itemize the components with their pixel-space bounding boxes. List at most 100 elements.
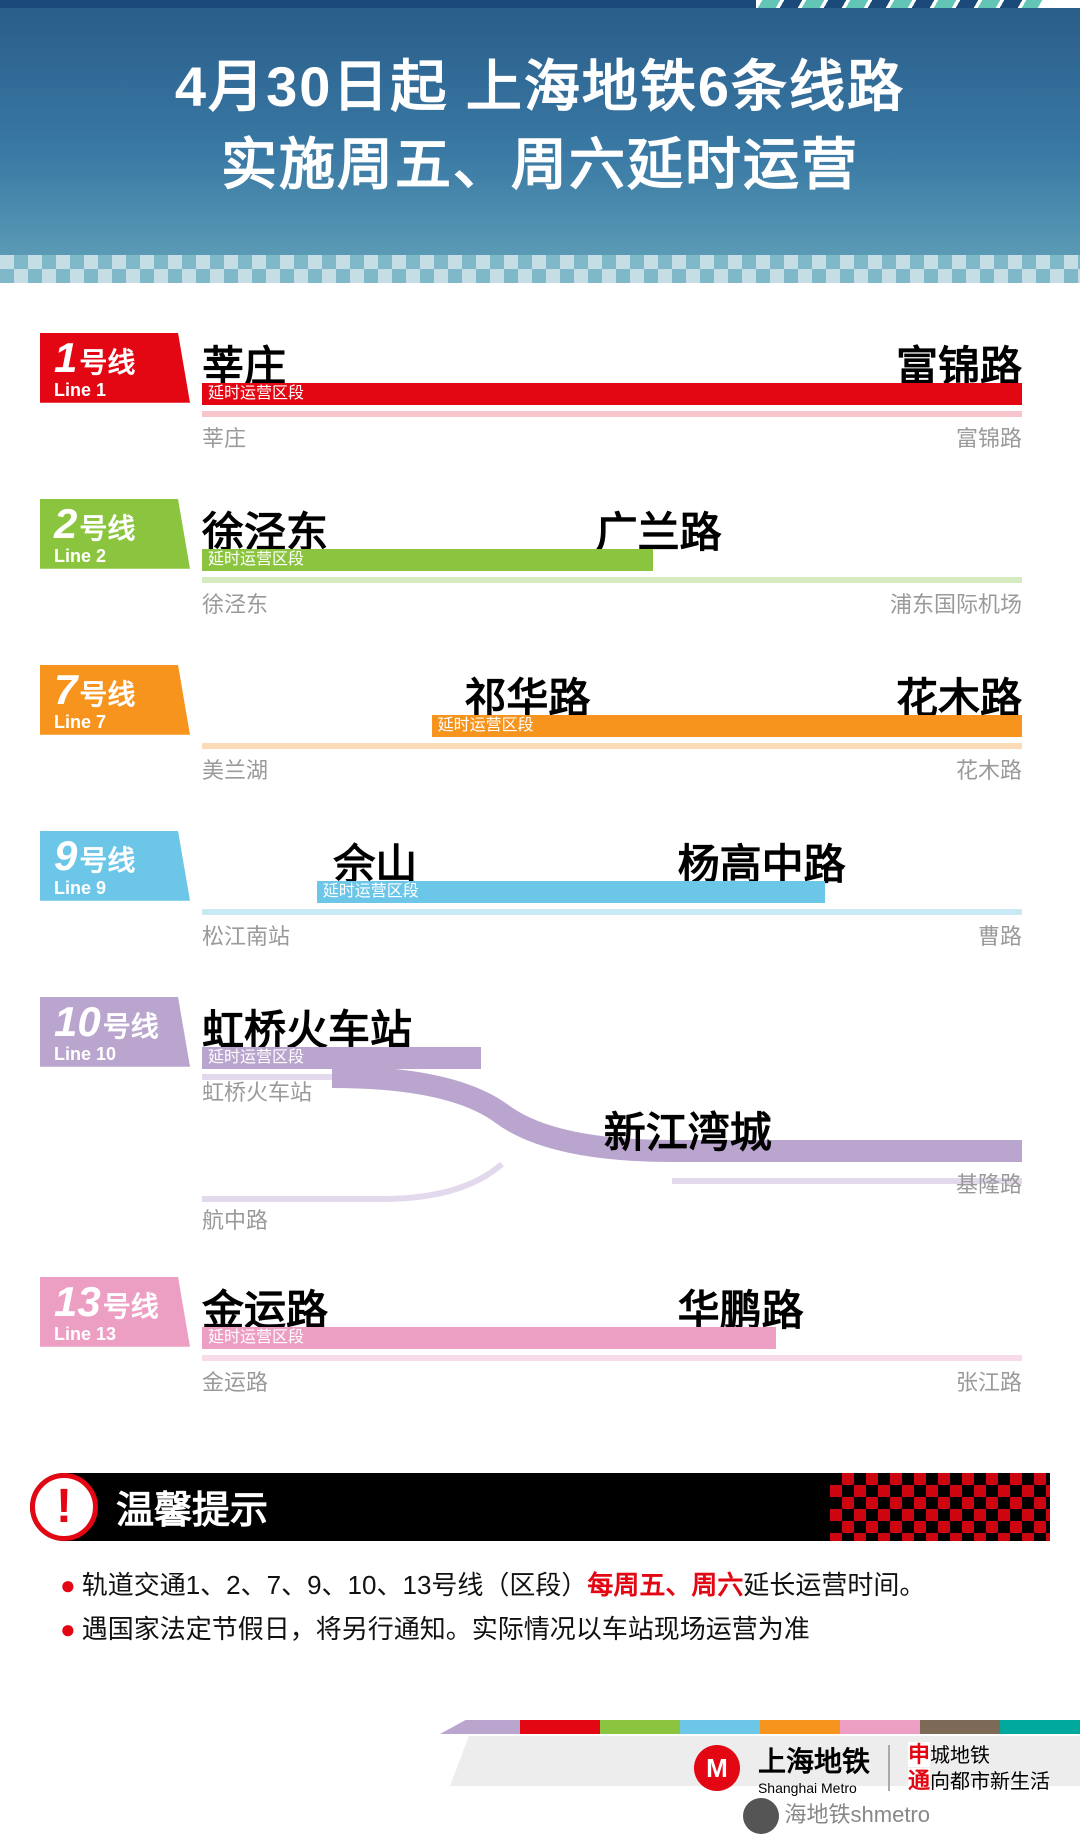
- brand-text: 上海地铁 Shanghai Metro: [758, 1740, 870, 1796]
- watermark-text: 海地铁shmetro: [785, 1802, 930, 1827]
- line-tag-9: 9号线Line 9: [40, 831, 190, 901]
- rainbow-seg: [440, 1720, 520, 1734]
- full-start: 莘庄: [202, 421, 246, 453]
- full-end: 基隆路: [956, 1167, 1022, 1199]
- full-end: 富锦路: [956, 421, 1022, 453]
- full-bar: [202, 909, 1022, 915]
- notice-post: 延长运营时间。: [743, 1570, 925, 1600]
- line-tag-10: 10号线Line 10: [40, 997, 190, 1067]
- footer-rainbow: [440, 1720, 1080, 1734]
- notice-body: ●轨道交通1、2、7、9、10、13号线（区段）每周五、周六延长运营时间。●遇国…: [30, 1541, 1050, 1673]
- rainbow-seg: [600, 1720, 680, 1734]
- notice-item: ●轨道交通1、2、7、9、10、13号线（区段）每周五、周六延长运营时间。: [60, 1563, 1020, 1607]
- line-cn: 号线: [103, 1012, 159, 1043]
- full-segment: [202, 1355, 1022, 1361]
- slogan2-red: 通: [908, 1768, 930, 1793]
- ext-label: 延时运营区段: [202, 1327, 304, 1349]
- stations: 莘庄 富锦路: [202, 333, 1022, 383]
- line-body-2: 徐泾东 广兰路 延时运营区段 徐泾东 浦东国际机场: [202, 499, 1022, 617]
- brand-divider: [888, 1745, 890, 1791]
- line-13: 13号线Line 13 金运路 华鹏路 延时运营区段 金运路 张江路: [40, 1277, 1040, 1395]
- full-labels: 莘庄 富锦路: [202, 421, 1022, 451]
- full-end: 浦东国际机场: [890, 587, 1022, 619]
- ext-bar: 延时运营区段: [202, 881, 1022, 903]
- line-1: 1号线Line 1 莘庄 富锦路 延时运营区段 莘庄 富锦路: [40, 333, 1040, 451]
- line-body-9: 佘山 杨高中路 延时运营区段 松江南站 曹路: [202, 831, 1022, 949]
- stations: 徐泾东 广兰路: [202, 499, 1022, 549]
- notice-checker: [830, 1473, 1050, 1541]
- full-end: 张江路: [956, 1365, 1022, 1397]
- full-start-bottom: 航中路: [202, 1203, 268, 1235]
- slogan1: 城地铁: [930, 1745, 990, 1767]
- ext-bar: 延时运营区段: [202, 715, 1022, 737]
- line-body-7: 祁华路 花木路 延时运营区段 美兰湖 花木路: [202, 665, 1022, 783]
- header-line2: 实施周五、周六延时运营: [221, 133, 859, 196]
- full-start-top: 虹桥火车站: [202, 1075, 312, 1107]
- line-body-10: 虹桥火车站 延时运营区段 虹桥火车站 新江湾城 基隆路 航中路: [202, 997, 1022, 1229]
- ext-label: 延时运营区段: [202, 383, 304, 405]
- notice-title: 温馨提示: [116, 1479, 268, 1534]
- lines-container: 1号线Line 1 莘庄 富锦路 延时运营区段 莘庄 富锦路 2号线Line 2…: [0, 283, 1080, 1463]
- line-7: 7号线Line 7 祁华路 花木路 延时运营区段 美兰湖 花木路: [40, 665, 1040, 783]
- line-en: Line 2: [54, 547, 180, 567]
- line-number: 10: [54, 999, 101, 1045]
- notice-pre: 遇国家法定节假日，将另行通知。实际情况以车站现场运营为准: [82, 1614, 810, 1644]
- notice-pre: 轨道交通1、2、7、9、10、13号线（区段）: [82, 1570, 588, 1600]
- footer-watermark: 海地铁shmetro: [743, 1797, 930, 1834]
- line-en: Line 1: [54, 381, 180, 401]
- notice-header: ! 温馨提示: [30, 1473, 1050, 1541]
- bullet-icon: ●: [60, 1614, 76, 1644]
- rainbow-seg: [840, 1720, 920, 1734]
- line-tag-7: 7号线Line 7: [40, 665, 190, 735]
- full-segment: [202, 743, 1022, 749]
- brand-en: Shanghai Metro: [758, 1780, 870, 1796]
- full-bar: [202, 743, 1022, 749]
- full-labels: 松江南站 曹路: [202, 919, 1022, 949]
- stations: 佘山 杨高中路: [202, 831, 1022, 881]
- ext-bar: 延时运营区段: [202, 383, 1022, 405]
- full-labels: 徐泾东 浦东国际机场: [202, 587, 1022, 617]
- line-tag-2: 2号线Line 2: [40, 499, 190, 569]
- metro-logo-icon: M: [694, 1745, 740, 1791]
- header-title: 4月30日起 上海地铁6条线路 实施周五、周六延时运营: [20, 48, 1060, 205]
- ext-bar: 延时运营区段: [202, 1327, 1022, 1349]
- slogan1-red: 申: [908, 1742, 930, 1767]
- brand-cn: 上海地铁: [758, 1746, 870, 1777]
- footer-brand: M 上海地铁 Shanghai Metro 申城地铁 通向都市新生活: [694, 1740, 1050, 1796]
- brand-slogan: 申城地铁 通向都市新生活: [908, 1742, 1050, 1795]
- notice-item: ●遇国家法定节假日，将另行通知。实际情况以车站现场运营为准: [60, 1607, 1020, 1651]
- full-start: 松江南站: [202, 919, 290, 951]
- full-labels: 美兰湖 花木路: [202, 753, 1022, 783]
- full-segment: [202, 909, 1022, 915]
- line-number: 13: [54, 1279, 101, 1325]
- line-body-13: 金运路 华鹏路 延时运营区段 金运路 张江路: [202, 1277, 1022, 1395]
- rainbow-seg: [520, 1720, 600, 1734]
- full-segment: [202, 411, 1022, 417]
- stations: 金运路 华鹏路: [202, 1277, 1022, 1327]
- line-en: Line 13: [54, 1325, 180, 1345]
- line-number: 1: [54, 335, 77, 381]
- full-end: 花木路: [956, 753, 1022, 785]
- line-cn: 号线: [79, 514, 135, 545]
- line-number: 2: [54, 501, 77, 547]
- line-body-1: 莘庄 富锦路 延时运营区段 莘庄 富锦路: [202, 333, 1022, 451]
- top-accent-bar: [0, 0, 1080, 8]
- alert-icon: !: [30, 1473, 98, 1541]
- rainbow-seg: [680, 1720, 760, 1734]
- branch-diagram: 虹桥火车站 新江湾城 基隆路 航中路: [202, 1069, 1022, 1229]
- line-number: 9: [54, 833, 77, 879]
- full-bar: [202, 411, 1022, 417]
- notice-box: ! 温馨提示 ●轨道交通1、2、7、9、10、13号线（区段）每周五、周六延长运…: [30, 1473, 1050, 1673]
- line-cn: 号线: [79, 680, 135, 711]
- full-start: 美兰湖: [202, 753, 268, 785]
- ext-label: 延时运营区段: [317, 881, 419, 903]
- header-checker-strip: [0, 255, 1080, 283]
- line-cn: 号线: [103, 1292, 159, 1323]
- line-cn: 号线: [79, 846, 135, 877]
- rainbow-seg: [1000, 1720, 1080, 1734]
- ext-label: 延时运营区段: [432, 715, 534, 737]
- ext-label: 延时运营区段: [202, 549, 304, 571]
- full-segment: [202, 577, 1022, 583]
- full-labels: 金运路 张江路: [202, 1365, 1022, 1395]
- stations: 祁华路 花木路: [202, 665, 1022, 715]
